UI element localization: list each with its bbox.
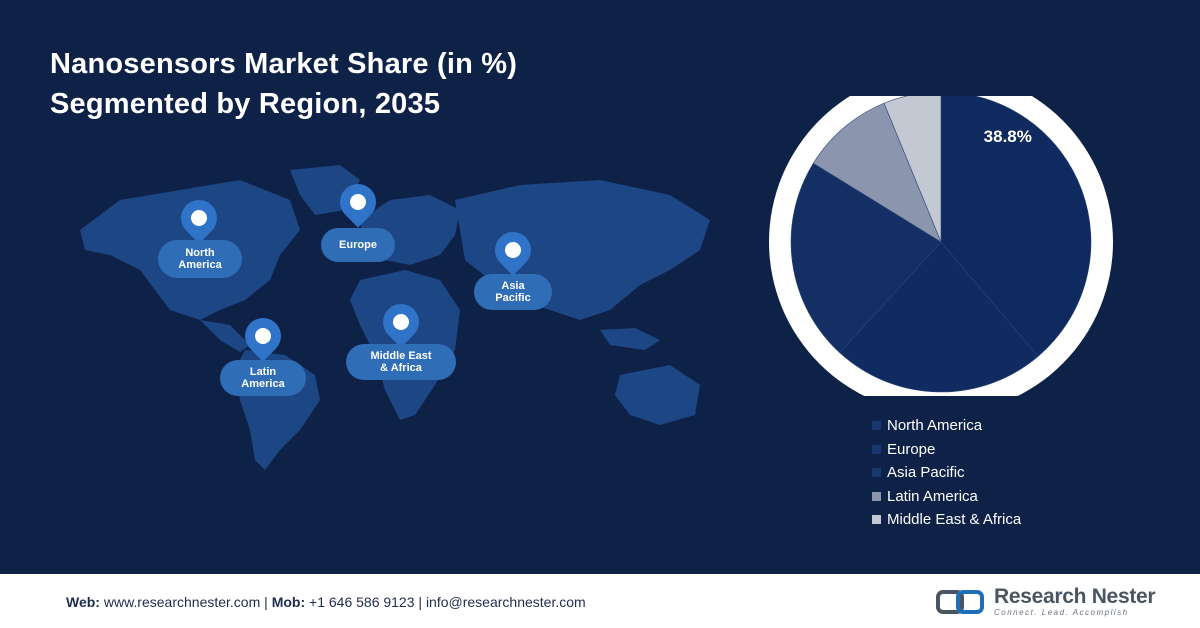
latin-america-label-line2: America [241,378,285,390]
north-america-label-line1: North [185,247,215,259]
mobile-label: Mob: [271,594,306,610]
email-link[interactable]: info@researchnester.com [425,594,586,610]
middle-east-africa-label-line1: Middle East [370,350,432,362]
north-america-map-label: North America [158,240,242,278]
chart-legend: North America Europe Asia Pacific Latin Ame… [872,414,1021,532]
middle-east-africa-map-label: Middle East & Africa [346,344,456,380]
footer: Web: www.researchnester.com | Mob: +1 64… [0,574,1200,628]
pie-slice-north-america [940,91,1092,357]
web-label: Web: [66,594,100,610]
infographic-panel: Nanosensors Market Share (in %) Segmente… [0,0,1200,574]
legend-item-asia-pacific: Asia Pacific [872,461,1021,485]
se-asia-shape [600,328,660,350]
pie-slice-europe [839,241,1039,393]
pie-slice-latin-america [812,102,942,243]
legend-item-latin-america: Latin America [872,485,1021,509]
contact-info: Web: www.researchnester.com | Mob: +1 64… [66,594,586,610]
legend-label: Europe [887,440,936,458]
legend-swatch [872,491,881,501]
research-nester-logo: Research Nester Connect. Lead. Accomplis… [936,585,1156,617]
latin-america-label-line1: Latin [249,366,277,378]
middle-east-africa-label-line2: & Africa [380,362,422,374]
legend-swatch [872,515,881,525]
central-america-shape [200,320,250,352]
asia-pacific-label-line1: Asia [501,280,525,292]
legend-item-middle-east-africa: Middle East & Africa [872,508,1021,532]
legend-item-north-america: North America [872,414,1021,438]
australia-shape [615,365,700,425]
logo-mark-icon [936,589,984,614]
europe-label-line1: Europe [339,239,377,251]
logo-tagline: Connect. Lead. Accomplish [994,608,1129,617]
title-line-1: Nanosensors Market Share (in %) [50,48,518,80]
europe-map-label: Europe [321,228,395,262]
north-america-label-line2: America [178,259,222,271]
legend-swatch [872,468,881,478]
title-line-2: Segmented by Region, 2035 [50,88,441,120]
pie-slice-asia-pacific [790,162,942,354]
legend-label: Middle East & Africa [887,511,1022,529]
pie-chart-svg: 38.8% [769,70,1113,414]
mobile-number: +1 646 586 9123 [309,594,415,610]
separator-1: | [264,594,268,610]
latin-america-map-label: Latin America [220,360,306,396]
asia-pacific-label-line2: Pacific [495,292,531,304]
legend-item-europe: Europe [872,438,1021,462]
logo-name: Research Nester [994,585,1156,608]
legend-label: Asia Pacific [887,464,965,482]
legend-swatch [872,444,881,454]
legend-label: North America [887,417,983,435]
asia-pacific-map-label: Asia Pacific [474,274,552,310]
web-link[interactable]: www.researchnester.com [103,594,261,610]
legend-swatch [872,421,881,431]
separator-2: | [418,594,423,610]
pie-chart: 38.8% [766,70,1116,414]
legend-label: Latin America [887,487,978,505]
chart-title: Nanosensors Market Share (in %) Segmente… [50,44,517,124]
pie-data-label-north-america: 38.8% [984,127,1032,146]
